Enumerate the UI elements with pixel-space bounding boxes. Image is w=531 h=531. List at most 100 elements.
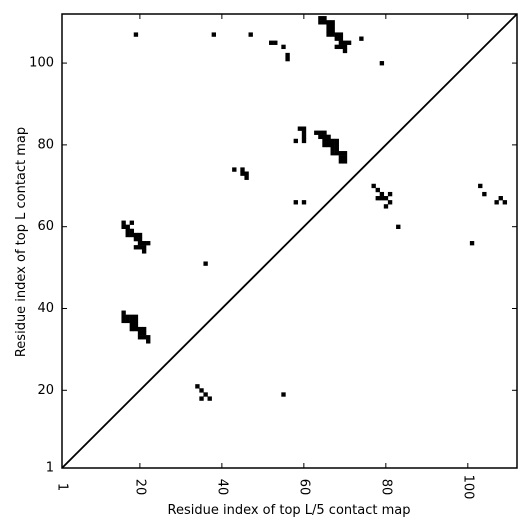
contact-cell-lower: [141, 241, 147, 246]
contact-cell-upper: [326, 24, 331, 29]
contact-cell-upper: [318, 20, 323, 25]
contact-cell-lower: [129, 220, 135, 225]
contact-cell-lower: [195, 384, 200, 389]
contact-cell-lower: [133, 318, 139, 324]
contact-cell-lower: [129, 228, 135, 234]
contact-cell-lower: [199, 396, 204, 401]
contact-cell-lower: [129, 318, 135, 324]
contact-cell-lower: [125, 228, 130, 234]
contact-cell-upper: [478, 183, 483, 189]
contact-cell-upper: [494, 200, 499, 205]
contact-cell-upper: [211, 32, 216, 37]
contact-cell-upper: [330, 32, 335, 37]
contact-cell-lower: [133, 322, 139, 328]
contact-cell-upper: [330, 138, 335, 144]
contact-cell-lower: [203, 261, 208, 266]
contact-cell-upper: [342, 155, 348, 160]
contact-cell-lower: [121, 220, 126, 225]
contact-cell-upper: [244, 175, 249, 180]
contact-cell-upper: [338, 155, 344, 160]
contact-cell-upper: [338, 44, 344, 50]
contact-cell-upper: [334, 44, 339, 50]
contact-cell-upper: [334, 146, 339, 152]
contact-cell-upper: [330, 24, 335, 29]
contact-cell-upper: [326, 134, 331, 140]
contact-cell-lower: [146, 335, 151, 340]
contact-cell-lower: [141, 245, 147, 250]
contact-cell-lower: [146, 339, 151, 344]
contact-cell-upper: [240, 167, 245, 172]
x-tick-label: 20: [132, 479, 147, 496]
contact-cell-lower: [146, 241, 151, 246]
contact-cell-lower: [203, 392, 208, 397]
contact-cell-lower: [137, 232, 143, 238]
contact-cell-upper: [371, 183, 376, 189]
contact-cell-upper: [375, 196, 380, 201]
contact-cell-lower: [137, 335, 143, 340]
contact-cell-upper: [338, 159, 344, 164]
contact-cell-upper: [318, 134, 323, 140]
contact-cell-upper: [383, 204, 389, 209]
contact-cell-upper: [248, 32, 253, 37]
contact-cell-upper: [375, 187, 380, 193]
contact-cell-upper: [338, 151, 344, 156]
contact-cell-upper: [314, 130, 319, 135]
contact-cell-upper: [244, 171, 249, 176]
contact-cell-upper: [396, 224, 401, 230]
contact-cell-lower: [121, 224, 126, 230]
contact-cell-upper: [379, 191, 385, 197]
contact-cell-upper: [269, 40, 274, 45]
contact-cell-upper: [301, 200, 307, 205]
contact-cell-upper: [330, 146, 335, 152]
contact-cell-upper: [326, 20, 331, 25]
contact-cell-lower: [137, 236, 143, 242]
contact-cell-upper: [297, 126, 303, 131]
contact-cell-upper: [133, 32, 139, 37]
x-tick-label: 60: [296, 479, 311, 496]
contact-cell-lower: [137, 331, 143, 336]
x-tick-label: 40: [214, 479, 229, 496]
contact-cell-upper: [334, 32, 339, 37]
contact-cell-lower: [207, 396, 212, 401]
x-axis-ticks: 1 20 40 60 80 100: [55, 14, 475, 499]
contact-cell-upper: [301, 130, 307, 135]
contact-cell-upper: [387, 191, 393, 197]
contact-cell-upper: [383, 196, 389, 201]
contact-cell-lower: [129, 314, 135, 319]
contact-cell-lower: [121, 318, 126, 324]
contact-cell-upper: [342, 44, 348, 50]
contact-cell-lower: [133, 314, 139, 319]
contact-cell-upper: [334, 142, 339, 148]
contact-cell-lower: [125, 314, 130, 319]
contact-cell-upper: [322, 130, 327, 135]
contact-cell-upper: [273, 40, 278, 45]
contact-cell-upper: [285, 52, 290, 58]
contact-cell-upper: [334, 151, 339, 156]
contact-cell-upper: [502, 200, 508, 205]
contact-cell-lower: [141, 331, 147, 336]
contact-cell-upper: [342, 48, 348, 54]
contact-cell-lower: [125, 318, 130, 324]
contact-cell-lower: [137, 245, 143, 250]
x-tick-label: 80: [378, 479, 393, 496]
contact-cell-lower: [133, 326, 139, 332]
contact-cell-lower: [141, 335, 147, 340]
x-axis-label: Residue index of top L/5 contact map: [168, 503, 411, 518]
contact-cell-upper: [326, 32, 331, 37]
contact-cell-upper: [318, 16, 323, 21]
y-tick-label: 80: [37, 137, 54, 152]
contact-cell-upper: [387, 200, 393, 205]
contact-cell-upper: [469, 241, 475, 246]
contact-cell-lower: [133, 232, 139, 238]
contact-cell-lower: [125, 224, 130, 230]
contact-cell-upper: [322, 138, 327, 144]
contact-cell-upper: [379, 61, 385, 66]
contact-cell-upper: [342, 151, 348, 156]
contact-cell-lower: [121, 314, 126, 319]
contact-cell-upper: [338, 36, 344, 41]
contact-cell-lower: [121, 310, 126, 315]
contact-cell-lower: [129, 326, 135, 332]
contact-cell-lower: [137, 326, 143, 332]
contact-cell-upper: [326, 138, 331, 144]
contact-cell-upper: [334, 138, 339, 144]
